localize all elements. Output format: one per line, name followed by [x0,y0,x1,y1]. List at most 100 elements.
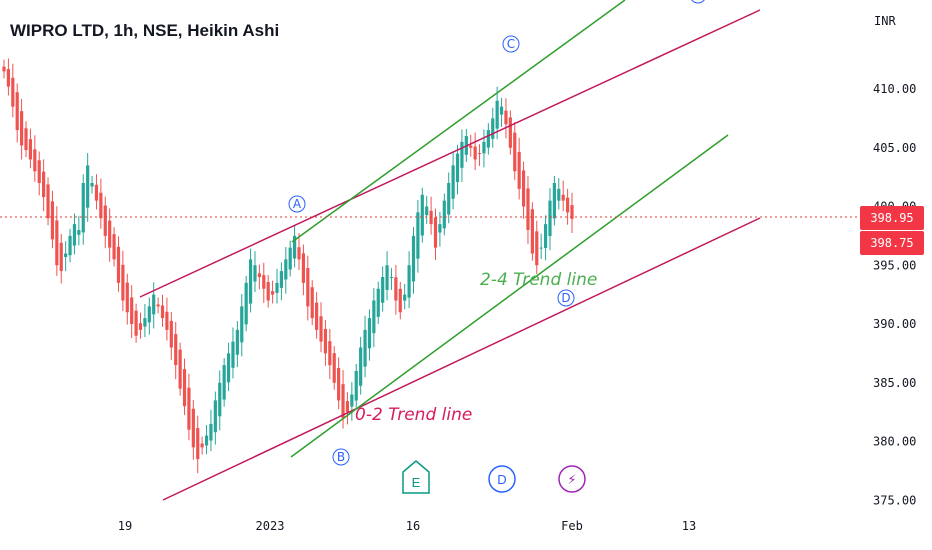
earnings-icon[interactable]: E [402,460,430,494]
candle-body [504,110,508,125]
chart-title: WIPRO LTD, 1h, NSE, Heikin Ashi [10,21,279,40]
candle-body [372,300,376,334]
candle-body [77,230,81,235]
candle-body [552,183,556,219]
candle-body [495,100,499,129]
candle-body [174,334,178,366]
flash-icon[interactable]: ⚡ [558,465,586,493]
candle-body [37,160,41,183]
candle-body [332,353,336,383]
candle-body [178,349,182,389]
svg-text:C: C [507,37,515,51]
candle-body [262,275,266,289]
candle-body [460,141,464,168]
candle-body [50,201,55,240]
wave-label-c: C [502,35,520,53]
candle-body [169,320,173,348]
candle-body [191,408,195,448]
candle-body [279,271,283,288]
candle-body [530,209,534,254]
candle-body [543,224,548,248]
svg-text:A: A [293,197,302,211]
candle-body [11,77,15,107]
svg-text:B: B [337,450,345,464]
x-tick-label: 19 [118,519,132,533]
candle-body [337,367,341,401]
candle-body [301,253,306,283]
candle-body [226,353,231,383]
candle-body [323,328,328,354]
candle-body [433,217,438,248]
y-tick-label: 405.00 [873,141,916,155]
flash-label: ⚡ [567,473,576,488]
candle-body [222,365,226,400]
candle-body [565,197,570,213]
candle-body [398,288,402,313]
candle-body [204,435,209,446]
candle-body [257,273,261,277]
price-tag-last-text: 398.95 [870,211,913,225]
candle-body [508,117,512,148]
price-tag-second-text: 398.75 [870,236,913,250]
currency-label: INR [874,14,896,28]
candle-body [182,369,187,407]
candle-body [535,231,539,266]
channel-upper-red[interactable] [139,9,761,298]
candle-body [90,183,94,187]
candle-body [557,188,561,201]
candle-body [288,247,292,270]
candle-body [394,277,398,301]
candle-body [218,382,222,417]
dividend-label: D [497,472,506,487]
candle-body [389,277,394,278]
candle-body [152,294,156,315]
candle-body [315,302,319,330]
candle-body [407,265,411,298]
x-axis: 19 2023 16 Feb 13 [118,519,696,533]
candle-body [284,259,288,280]
price-tag-last: 398.95 [860,206,924,230]
candle-body [319,316,323,342]
candle-body [266,281,270,301]
candle-body [134,310,138,336]
y-tick-label: 395.00 [873,258,916,272]
candle-body [112,234,116,260]
candle-body [570,205,574,219]
candle-body [420,194,424,236]
candle-body [293,235,297,259]
candle-body [517,151,521,189]
channel-upper-green[interactable] [291,0,626,243]
candle-body [561,194,565,201]
candle-body [244,282,248,325]
candle-body [72,224,77,246]
candle-body [482,141,486,154]
channel-lower-red[interactable] [162,217,761,501]
candle-body [46,184,50,219]
candle-body [196,428,200,460]
candle-body [187,387,191,430]
candle-body [275,282,279,293]
channels-layer [139,0,761,501]
candle-body [350,394,354,407]
candle-body [20,111,24,146]
candle-body [59,242,63,272]
candle-body [367,318,372,349]
candle-body [33,149,37,172]
candle-body [42,171,46,198]
candle-body [521,170,526,207]
candle-body [403,294,407,301]
candle-body [513,132,517,172]
dividend-icon[interactable]: D [488,465,516,493]
y-axis: 410.00405.00400.00395.00390.00385.00380.… [873,82,916,507]
candle-body [477,153,482,155]
candle-body [451,165,455,199]
candle-body [235,329,239,355]
candle-body [425,206,429,216]
candle-body [165,311,169,330]
y-tick-label: 375.00 [873,493,916,507]
channel-lower-green[interactable] [290,134,729,458]
y-tick-label: 390.00 [873,317,916,331]
candle-body [473,146,477,160]
